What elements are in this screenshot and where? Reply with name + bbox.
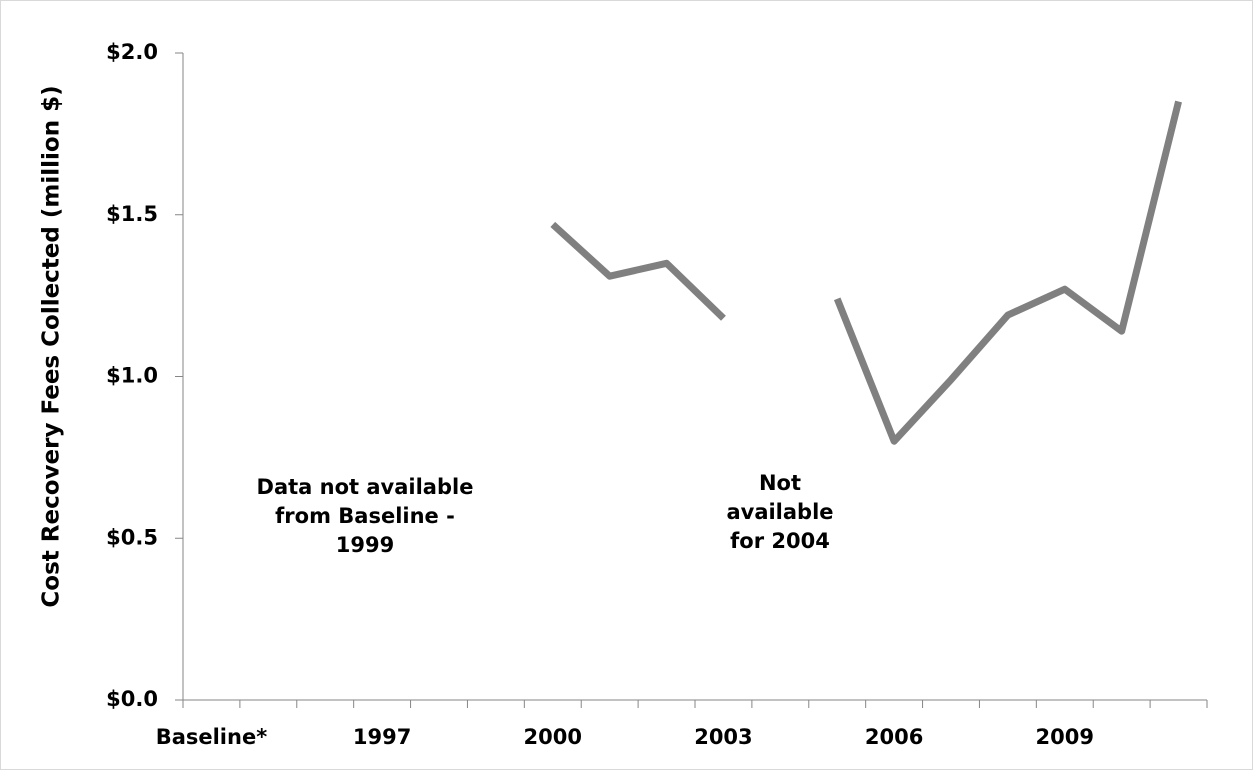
x-tick-label: 1997 xyxy=(353,725,411,749)
annotation: from Baseline - xyxy=(275,504,455,528)
x-tick-label: Baseline* xyxy=(156,725,268,749)
x-tick-label: 2000 xyxy=(524,725,582,749)
annotation: available xyxy=(726,500,833,524)
x-tick-label: 2009 xyxy=(1036,725,1094,749)
y-tick-label: $2.0 xyxy=(106,40,158,64)
data-line xyxy=(550,100,1182,445)
y-tick-label: $1.5 xyxy=(106,202,158,226)
x-tick-label: 2003 xyxy=(694,725,752,749)
y-axis-title: Cost Recovery Fees Collected (million $) xyxy=(39,85,65,607)
y-tick-label: $1.0 xyxy=(106,364,158,388)
annotation: for 2004 xyxy=(730,529,830,553)
annotation: Not xyxy=(759,471,801,495)
annotation: 1999 xyxy=(336,533,394,557)
y-tick-label: $0.5 xyxy=(106,525,158,549)
x-tick-label: 2006 xyxy=(865,725,923,749)
y-tick-label: $0.0 xyxy=(106,687,158,711)
annotation: Data not available xyxy=(257,475,474,499)
